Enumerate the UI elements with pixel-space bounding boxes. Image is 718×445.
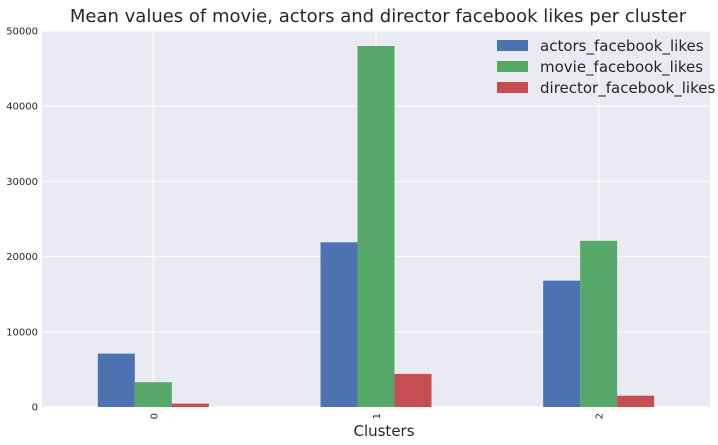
legend-label: actors_facebook_likes <box>540 37 704 56</box>
bar-director-facebook-likes-cluster-0 <box>171 403 209 407</box>
bar-movie-facebook-likes-cluster-2 <box>580 240 618 407</box>
y-tick-label: 30000 <box>6 177 38 188</box>
y-axis: 0 10000 20000 30000 40000 50000 <box>6 27 38 414</box>
legend-swatch <box>497 61 528 72</box>
bar-movie-facebook-likes-cluster-1 <box>357 46 395 407</box>
bar-movie-facebook-likes-cluster-0 <box>134 382 172 407</box>
x-tick-label: 0 <box>149 413 160 419</box>
y-tick-label: 40000 <box>6 102 38 113</box>
legend-label: movie_facebook_likes <box>540 58 703 77</box>
x-axis-label: Clusters <box>353 422 414 440</box>
y-tick-label: 50000 <box>6 27 38 38</box>
y-tick-label: 20000 <box>6 252 38 263</box>
x-tick-label: 2 <box>595 413 606 419</box>
bar-director-facebook-likes-cluster-1 <box>394 373 432 407</box>
bar-director-facebook-likes-cluster-2 <box>617 395 655 407</box>
legend-swatch <box>497 82 528 93</box>
chart-title: Mean values of movie, actors and directo… <box>70 6 687 27</box>
y-tick-label: 0 <box>32 403 38 414</box>
bar-actors-facebook-likes-cluster-0 <box>97 353 135 407</box>
x-tick-label: 1 <box>372 413 383 419</box>
bar-actors-facebook-likes-cluster-2 <box>543 280 581 407</box>
y-tick-label: 10000 <box>6 327 38 338</box>
legend-swatch <box>497 40 528 51</box>
x-axis: 0 1 2 <box>149 413 605 419</box>
legend: actors_facebook_likes movie_facebook_like… <box>497 37 715 98</box>
legend-label: director_facebook_likes <box>540 79 715 98</box>
bars <box>97 46 655 407</box>
bar-actors-facebook-likes-cluster-1 <box>320 242 358 407</box>
